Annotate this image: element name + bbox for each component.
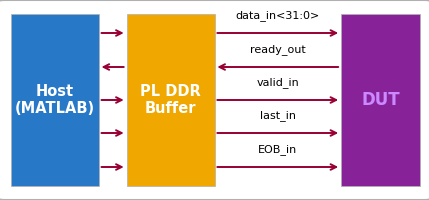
Text: Host
(MATLAB): Host (MATLAB) — [15, 84, 95, 116]
Text: PL DDR
Buffer: PL DDR Buffer — [140, 84, 201, 116]
Bar — [11, 14, 99, 186]
Text: EOB_in: EOB_in — [258, 145, 297, 155]
Text: last_in: last_in — [260, 111, 296, 121]
Text: DUT: DUT — [361, 91, 400, 109]
Text: data_in<31:0>: data_in<31:0> — [236, 11, 320, 21]
Text: valid_in: valid_in — [257, 78, 299, 88]
Bar — [341, 14, 420, 186]
Text: ready_out: ready_out — [250, 45, 305, 55]
Bar — [127, 14, 214, 186]
